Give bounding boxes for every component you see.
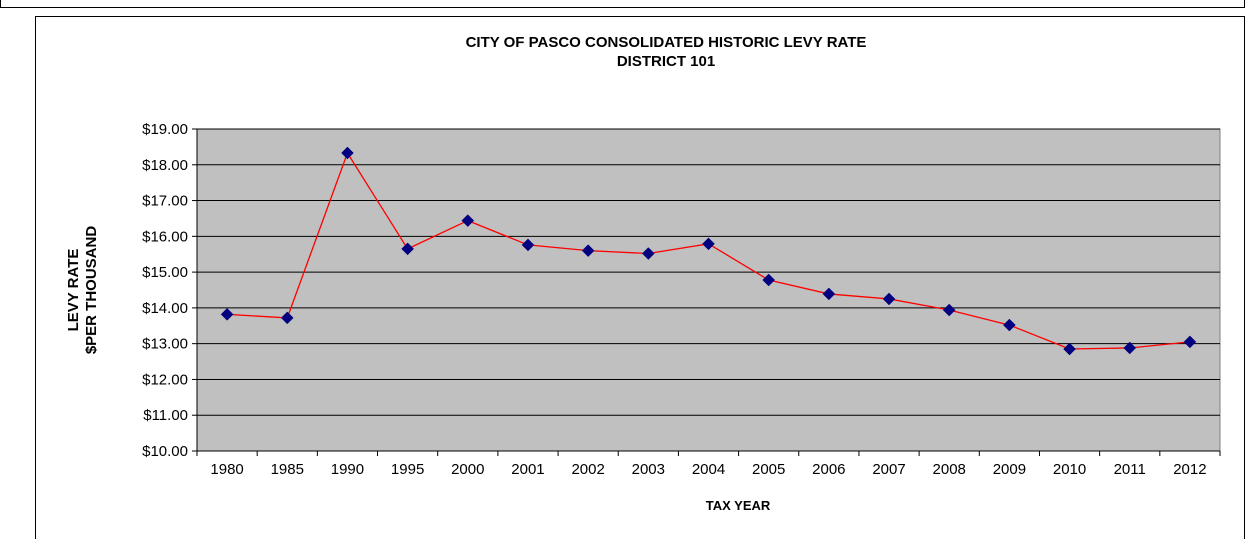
y-axis-ticks: $10.00 $11.00 $12.00 $13.00 $14.00 $15.00 $16.… <box>142 121 197 460</box>
gridlines <box>197 128 1220 416</box>
chart-subtitle: DISTRICT 101 <box>617 53 715 70</box>
data-point-marker <box>1063 342 1076 356</box>
y-tick-label: $18.00 <box>142 157 188 174</box>
x-tick-label: 2011 <box>1114 461 1146 478</box>
x-tick-label: 2006 <box>812 461 845 478</box>
data-point-marker <box>702 237 715 251</box>
data-point-marker <box>1123 341 1137 355</box>
data-point-marker <box>882 292 896 306</box>
x-axis-ticks: 1980 1985 1990 1995 2000 2001 2002 2003 2004 2005… <box>196 451 1221 478</box>
y-tick-label: $19.00 <box>142 121 188 138</box>
y-axis-title-line-2: $PER THOUSAND <box>83 226 100 355</box>
data-point-marker <box>762 273 776 287</box>
x-tick-label: 2008 <box>933 461 966 478</box>
y-tick-label: $13.00 <box>142 336 188 353</box>
x-tick-label: 1995 <box>391 461 424 478</box>
x-tick-label: 2001 <box>511 461 544 478</box>
levy-rate-series <box>220 146 1197 356</box>
x-tick-label: 1990 <box>331 461 364 478</box>
x-tick-label: 2000 <box>451 461 484 478</box>
y-tick-label: $17.00 <box>142 193 188 210</box>
x-axis-title: TAX YEAR <box>706 498 771 513</box>
data-point-marker <box>280 311 294 325</box>
data-point-marker <box>641 247 655 260</box>
x-tick-label: 1985 <box>271 461 304 478</box>
y-tick-label: $15.00 <box>142 264 188 281</box>
y-tick-label: $11.00 <box>143 407 188 424</box>
data-point-marker <box>1003 318 1016 332</box>
data-point-marker <box>220 307 234 321</box>
x-tick-label: 2003 <box>632 461 665 478</box>
x-tick-label: 2007 <box>872 461 905 478</box>
outer-frame-top <box>0 0 1245 8</box>
x-tick-label: 2009 <box>993 461 1026 478</box>
y-tick-label: $10.00 <box>142 443 188 460</box>
data-point-marker <box>401 242 414 256</box>
data-point-marker <box>521 238 535 252</box>
x-tick-label: 2012 <box>1173 461 1206 478</box>
y-tick-label: $12.00 <box>142 371 188 388</box>
data-point-marker <box>822 287 836 301</box>
y-axis-title-line-1: LEVY RATE <box>65 249 82 332</box>
x-tick-label: 1980 <box>210 461 243 478</box>
y-tick-label: $16.00 <box>142 228 188 245</box>
data-point-marker <box>1183 335 1197 349</box>
x-tick-label: 2004 <box>692 461 725 478</box>
x-tick-label: 2002 <box>571 461 604 478</box>
plot-area <box>196 128 1221 452</box>
chart-title: CITY OF PASCO CONSOLIDATED HISTORIC LEVY… <box>466 34 867 51</box>
data-point-marker <box>942 303 956 317</box>
x-tick-label: 2005 <box>752 461 785 478</box>
data-point-marker <box>341 146 354 160</box>
y-tick-label: $14.00 <box>142 300 188 317</box>
data-point-marker <box>581 244 595 257</box>
data-point-marker <box>461 214 475 227</box>
x-tick-label: 2010 <box>1053 461 1086 478</box>
